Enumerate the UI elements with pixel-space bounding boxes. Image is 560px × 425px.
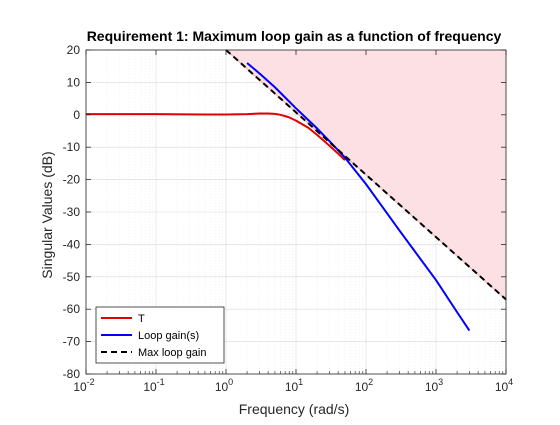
series-line-t bbox=[86, 112, 346, 161]
series-line-max-loop-gain bbox=[225, 49, 507, 301]
x-tick-label: 103 bbox=[425, 377, 443, 394]
y-axis-ticks: 20 10 0 -10 -20 -30 -40 -50 -60 -70 -80 bbox=[63, 43, 506, 381]
y-axis-label: Singular Values (dB) bbox=[39, 151, 55, 278]
legend-label-loop-gain-s: Loop gain(s) bbox=[138, 330, 199, 342]
y-tick-label: -60 bbox=[63, 302, 81, 316]
x-tick-label: 100 bbox=[215, 377, 233, 394]
y-tick-label: -80 bbox=[63, 367, 81, 381]
legend: T Loop gain(s) Max loop gain bbox=[95, 306, 225, 364]
y-tick-label: 20 bbox=[67, 43, 81, 57]
y-tick-label: -70 bbox=[63, 335, 81, 349]
series-line-loop-gain-s bbox=[246, 62, 471, 332]
y-tick-label: -50 bbox=[63, 270, 81, 284]
y-tick-label: -40 bbox=[63, 237, 81, 251]
chart-title: Requirement 1: Maximum loop gain as a fu… bbox=[87, 28, 502, 44]
y-tick-label: -30 bbox=[63, 205, 81, 219]
series-layer bbox=[86, 49, 507, 332]
x-tick-label: 104 bbox=[495, 377, 513, 394]
x-tick-label: 101 bbox=[285, 377, 303, 394]
legend-label-t: T bbox=[138, 313, 145, 325]
x-tick-label: 10-2 bbox=[73, 377, 94, 394]
x-axis-ticks: 10-2 10-1 100 101 102 103 104 bbox=[73, 50, 513, 394]
y-tick-label: -10 bbox=[63, 140, 81, 154]
x-axis-label: Frequency (rad/s) bbox=[239, 401, 349, 417]
x-tick-label: 10-1 bbox=[143, 377, 164, 394]
x-tick-label: 102 bbox=[355, 377, 373, 394]
y-tick-label: 0 bbox=[73, 108, 80, 122]
y-tick-label: 10 bbox=[67, 75, 81, 89]
legend-label-max-loop-gain: Max loop gain bbox=[138, 347, 207, 359]
y-tick-label: -20 bbox=[63, 173, 81, 187]
